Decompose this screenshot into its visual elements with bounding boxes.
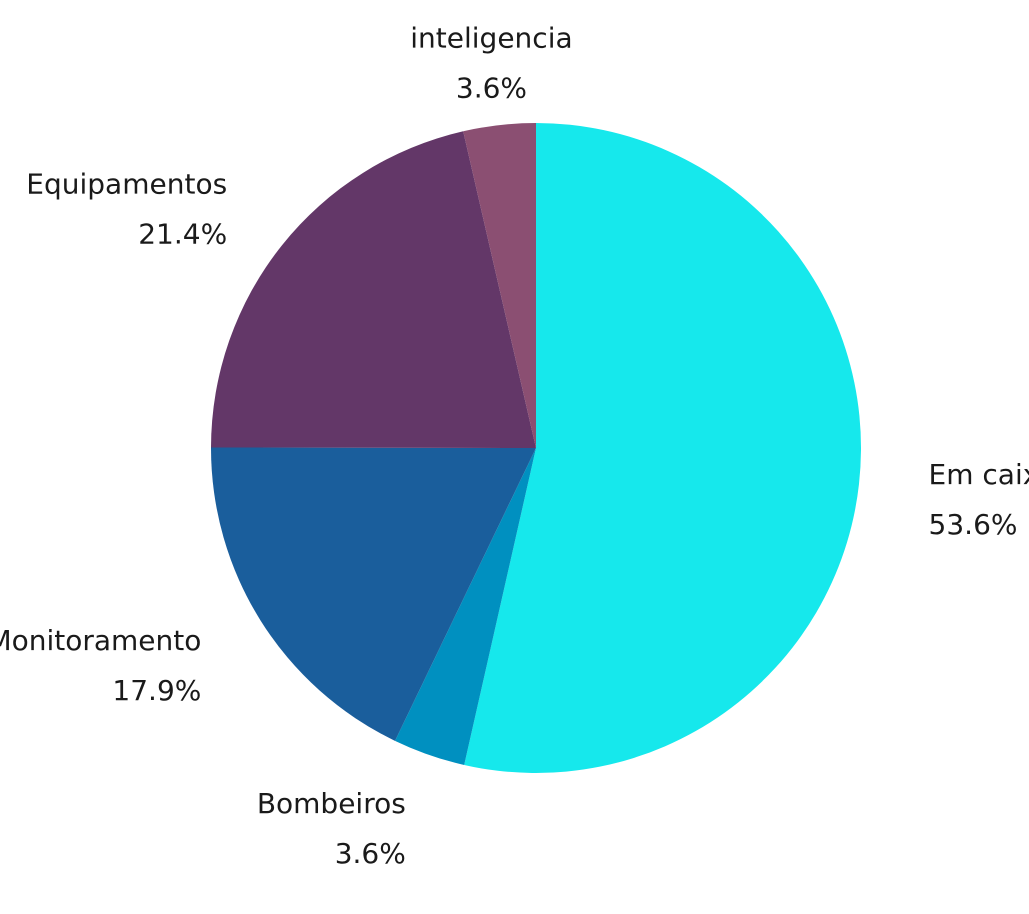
pie-label-equipamentos: Equipamentos	[26, 168, 227, 201]
pie-value-inteligencia: 3.6%	[456, 72, 527, 105]
pie-value-equipamentos: 21.4%	[138, 218, 227, 251]
pie-slice-equipamentos	[211, 131, 536, 448]
pie-value-monitoramento: 17.9%	[112, 674, 201, 707]
pie-value-em-caixa: 53.6%	[929, 508, 1018, 541]
pie-label-em-caixa: Em caixa	[929, 458, 1029, 491]
pie-slices	[211, 123, 862, 773]
pie-slice-monitoramento	[211, 447, 536, 741]
pie-value-bombeiros: 3.6%	[335, 837, 406, 870]
pie-labels: Em caixa 53.6% Bombeiros 3.6% Monitoramento 1…	[0, 22, 1029, 870]
pie-slice-em-caixa	[464, 123, 862, 773]
pie-slice-inteligencia	[463, 123, 536, 448]
pie-label-inteligencia: inteligencia	[410, 22, 572, 55]
pie-label-bombeiros: Bombeiros	[257, 787, 406, 820]
pie-label-monitoramento: Monitoramento	[0, 624, 201, 657]
pie-slice-bombeiros	[394, 448, 536, 765]
